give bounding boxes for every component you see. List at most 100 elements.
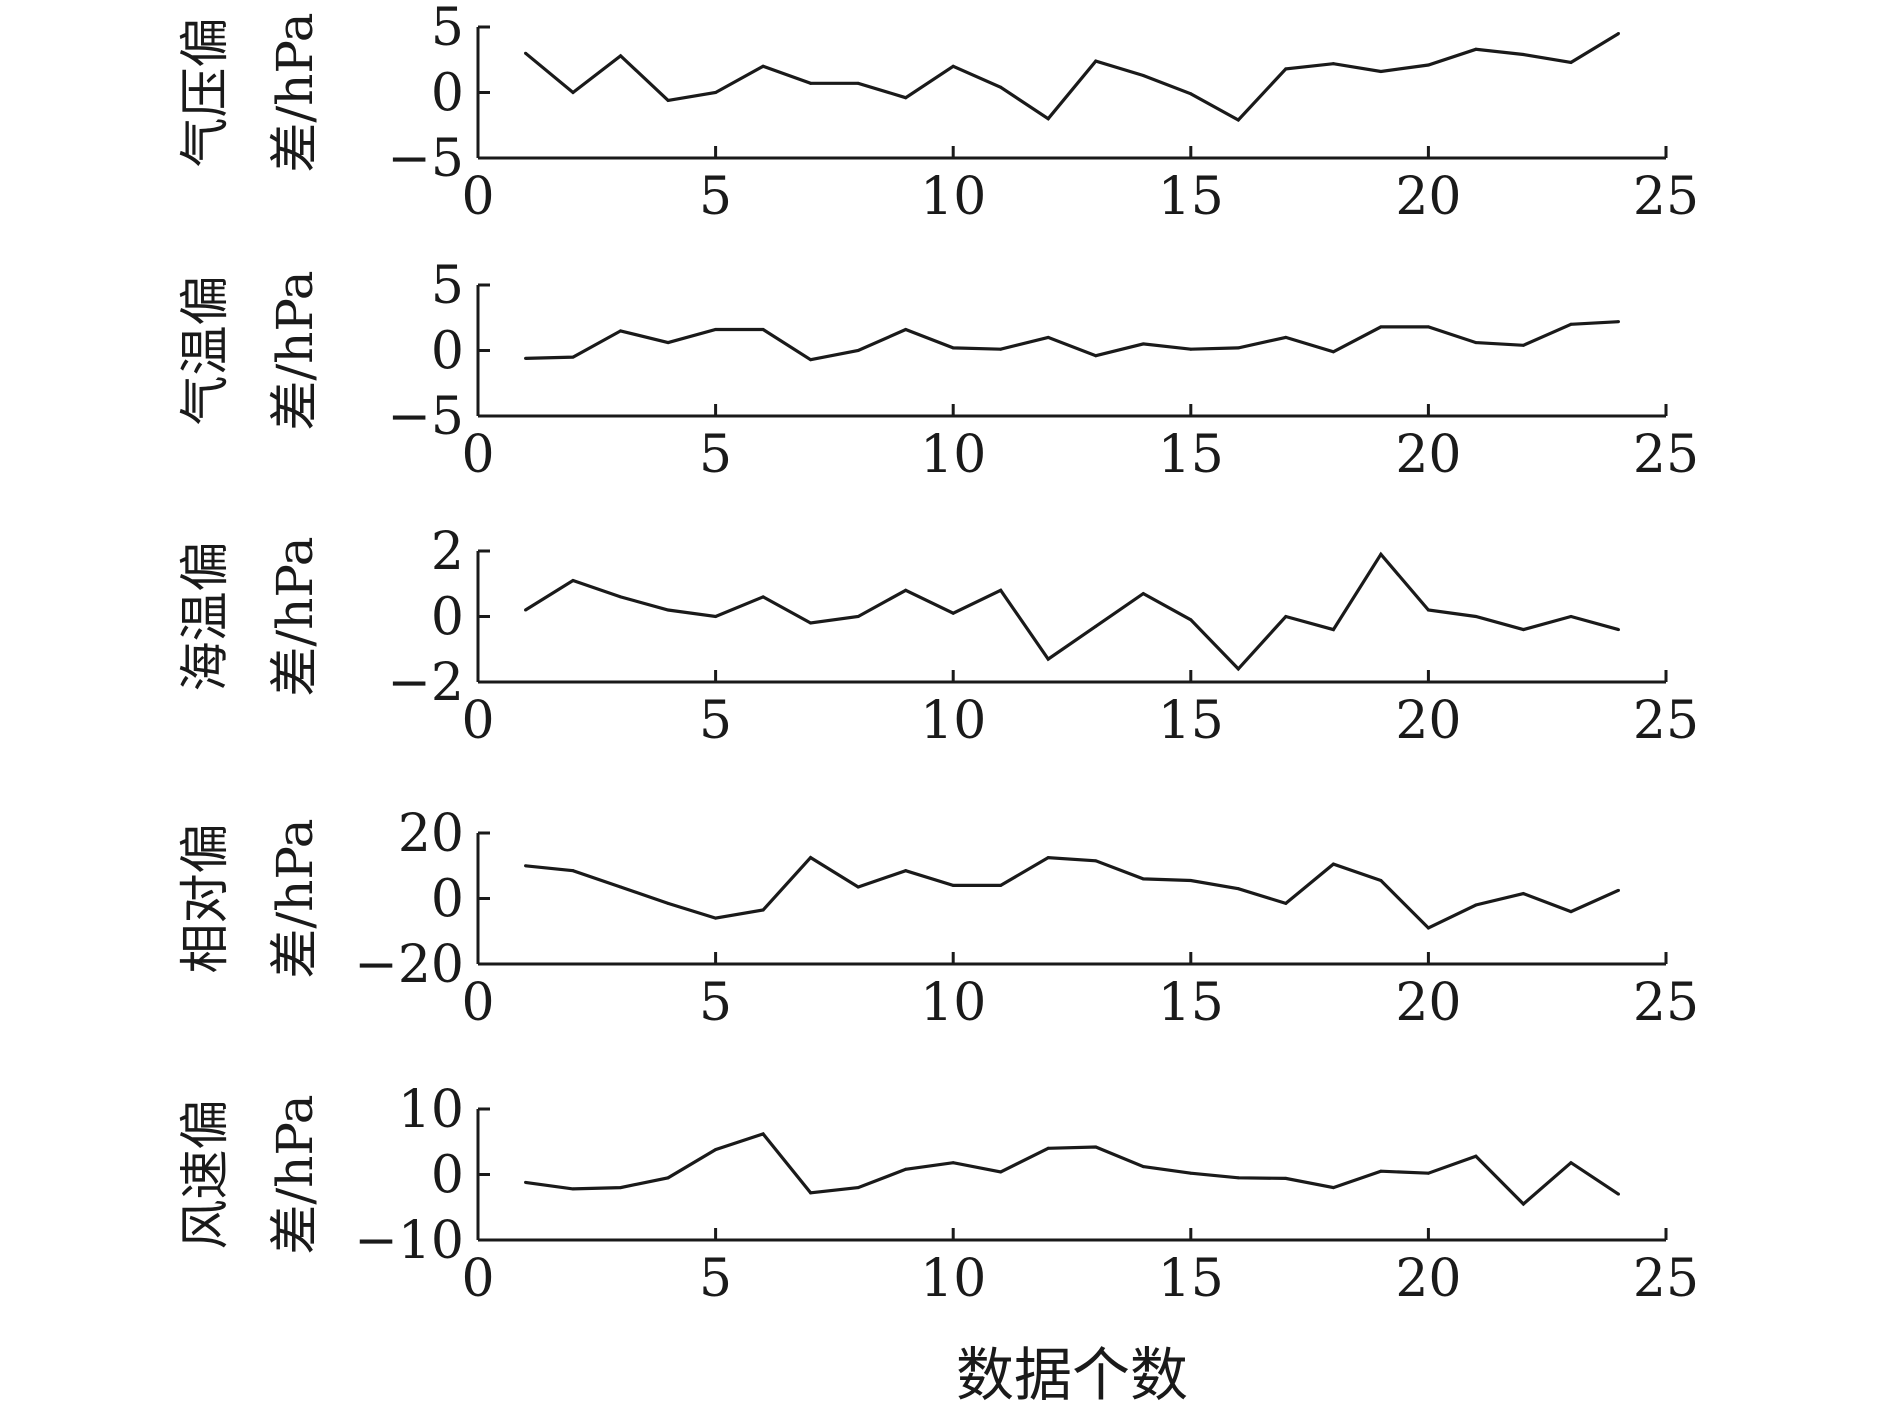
data-point xyxy=(999,883,1003,887)
data-point xyxy=(856,349,860,352)
data-point xyxy=(809,621,813,625)
data-point xyxy=(524,356,528,360)
data-point xyxy=(1331,350,1335,354)
data-point xyxy=(1474,341,1478,345)
x-tick-label: 0 xyxy=(461,425,494,485)
y-tick-label: 0 xyxy=(431,322,464,382)
data-point xyxy=(571,1187,575,1191)
data-point xyxy=(1616,320,1620,324)
x-tick-label: 5 xyxy=(699,1249,732,1309)
x-tick-label: 20 xyxy=(1395,691,1461,751)
data-point xyxy=(714,1148,718,1152)
data-point xyxy=(951,883,955,887)
x-tick-label: 10 xyxy=(920,425,986,485)
data-point xyxy=(951,1161,955,1165)
data-point xyxy=(856,1186,860,1190)
x-tick-label: 25 xyxy=(1633,167,1699,227)
y-tick-label: 0 xyxy=(431,1146,464,1206)
x-tick-label: 5 xyxy=(699,167,732,227)
x-tick-label: 20 xyxy=(1395,1249,1461,1309)
x-tick-label: 15 xyxy=(1158,691,1224,751)
y-tick-label: 0 xyxy=(431,64,464,124)
data-point xyxy=(1521,892,1525,896)
data-point xyxy=(761,595,765,599)
x-tick-label: 0 xyxy=(461,1249,494,1309)
x-tick-label: 0 xyxy=(461,167,494,227)
x-tick-label: 10 xyxy=(920,691,986,751)
y-axis-title-line-2: 差/hPa xyxy=(266,1094,324,1254)
data-point xyxy=(1426,325,1430,329)
x-axis-title: 数据个数 xyxy=(956,1341,1188,1407)
y-tick-label: −5 xyxy=(387,129,464,189)
y-tick-label: 0 xyxy=(431,870,464,930)
x-tick-label: 25 xyxy=(1633,1249,1699,1309)
y-tick-label: 20 xyxy=(398,804,464,864)
data-point xyxy=(1284,1176,1288,1180)
data-point xyxy=(666,98,670,102)
data-point xyxy=(1189,1171,1193,1175)
data-point xyxy=(571,355,575,359)
data-point xyxy=(761,1132,765,1136)
data-point xyxy=(1474,615,1478,618)
x-tick-label: 15 xyxy=(1158,425,1224,485)
data-point xyxy=(761,64,765,68)
x-tick-label: 10 xyxy=(920,973,986,1033)
data-point xyxy=(761,908,765,912)
data-point xyxy=(1236,1176,1240,1180)
data-point xyxy=(1094,354,1098,358)
data-point xyxy=(1379,325,1383,329)
x-tick-label: 0 xyxy=(461,973,494,1033)
x-tick-label: 15 xyxy=(1158,1249,1224,1309)
y-axis-title-line-2: 差/hPa xyxy=(266,12,324,172)
data-point xyxy=(809,1191,813,1195)
data-point xyxy=(1046,335,1050,339)
data-point xyxy=(999,85,1003,89)
data-point xyxy=(1141,73,1145,77)
data-point xyxy=(999,347,1003,351)
y-axis-title-line-2: 差/hPa xyxy=(266,270,324,430)
data-point xyxy=(1236,887,1240,891)
data-point xyxy=(1141,342,1145,346)
data-point xyxy=(856,885,860,889)
x-tick-label: 5 xyxy=(699,425,732,485)
data-point xyxy=(1189,618,1193,622)
data-point xyxy=(571,869,575,873)
series-line xyxy=(524,551,1619,672)
data-point xyxy=(666,608,670,612)
x-tick-label: 5 xyxy=(699,973,732,1033)
data-point xyxy=(856,615,860,618)
data-point xyxy=(1521,53,1525,57)
data-point xyxy=(1094,59,1098,63)
data-point xyxy=(809,856,813,860)
x-tick-label: 20 xyxy=(1395,425,1461,485)
data-point xyxy=(714,916,718,920)
data-point xyxy=(571,91,575,94)
x-tick-label: 25 xyxy=(1633,425,1699,485)
y-tick-label: −2 xyxy=(387,653,464,713)
data-point xyxy=(1331,62,1335,66)
y-axis-title-line-1: 海温偏 xyxy=(176,542,234,692)
data-point xyxy=(1426,63,1430,67)
data-point xyxy=(1521,628,1525,632)
data-point xyxy=(904,328,908,332)
y-axis-title-line-1: 气温偏 xyxy=(176,276,234,426)
data-point xyxy=(1141,1165,1145,1169)
data-point xyxy=(524,864,528,868)
data-point xyxy=(1331,1186,1335,1190)
data-point xyxy=(1046,657,1050,661)
data-point xyxy=(1236,667,1240,671)
x-tick-label: 15 xyxy=(1158,167,1224,227)
data-point xyxy=(619,329,623,333)
data-point xyxy=(571,578,575,582)
x-tick-label: 20 xyxy=(1395,167,1461,227)
x-tick-label: 15 xyxy=(1158,973,1224,1033)
data-point xyxy=(1379,70,1383,74)
y-axis-title-line-1: 气压偏 xyxy=(176,18,234,168)
data-point xyxy=(856,81,860,85)
data-point xyxy=(1094,624,1098,628)
data-point xyxy=(524,1180,528,1184)
